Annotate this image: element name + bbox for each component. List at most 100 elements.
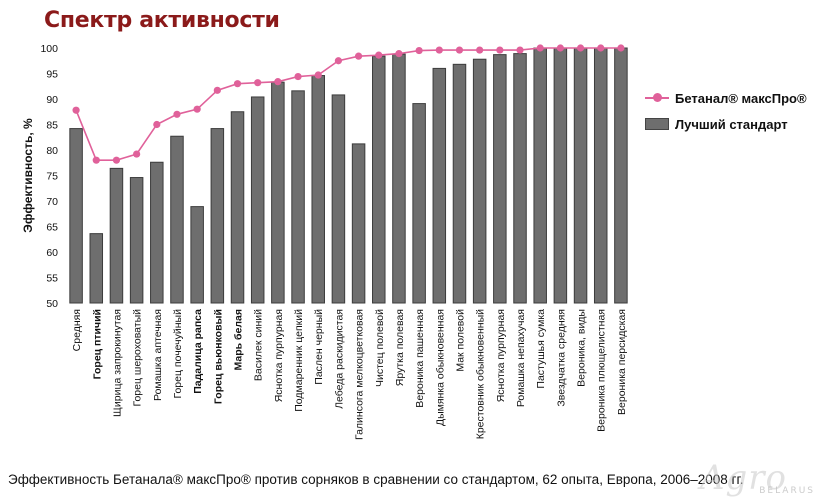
x-tick-label: Средняя [71, 309, 83, 351]
x-tick-label: Галинсога мелкоцветковая [354, 309, 366, 440]
line-point [597, 44, 605, 52]
x-tick-label: Вероника пашенная [414, 309, 426, 408]
bar [412, 103, 426, 304]
legend-label-line: Бетанал® максПро® [675, 90, 807, 106]
x-tick-label: Ромашка непахучая [515, 309, 527, 407]
line-point [516, 46, 524, 54]
x-tick-label: Подмаренник цепкий [293, 309, 305, 412]
line-point [153, 120, 161, 129]
x-tick-label: Яснотка пурпурная [273, 309, 285, 402]
x-axis-labels: Средняя Горец птичий Щирица запрокинутая Го… [71, 309, 628, 440]
line-point [455, 46, 464, 54]
watermark-logo: Agro [699, 458, 787, 498]
line-point [314, 71, 322, 79]
y-tick-label: 100 [40, 43, 58, 55]
bar [392, 53, 406, 304]
legend-item-bar: Лучший стандарт [645, 111, 807, 137]
legend-bar-swatch [645, 118, 669, 130]
line-point [193, 105, 201, 113]
bar [69, 128, 83, 304]
watermark-subtext: BELARUS [759, 486, 815, 496]
bar [250, 96, 265, 304]
bar [593, 47, 608, 304]
bar [351, 143, 366, 304]
bar [372, 55, 386, 304]
bar [291, 90, 305, 304]
line-point [213, 86, 221, 94]
x-tick-label: Крестовник обыкновенный [475, 309, 487, 439]
bar [271, 81, 285, 304]
bar [150, 161, 164, 304]
bar [170, 135, 184, 304]
x-tick-label: Василек синий [253, 309, 265, 381]
bar [472, 58, 487, 304]
x-tick-label: Ромашка аптечная [152, 309, 164, 401]
bar [533, 47, 547, 304]
bar [230, 111, 245, 304]
line-point [617, 44, 625, 52]
x-tick-label: Паслен черный [313, 309, 325, 385]
y-axis: 50 55 60 65 70 75 80 85 90 95 100 [40, 43, 58, 310]
bar [493, 54, 507, 304]
y-tick-label: 90 [46, 94, 58, 106]
y-tick-label: 50 [46, 298, 58, 310]
x-tick-label: Горец вьюнковый [212, 309, 224, 404]
line-point [556, 44, 564, 52]
x-tick-label: Щирица запрокинутая [111, 309, 123, 417]
bar [553, 47, 568, 304]
line-point [112, 156, 121, 164]
line-point [536, 44, 544, 52]
bar [452, 63, 467, 304]
bar [432, 67, 447, 304]
x-tick-label: Мак полевой [454, 309, 466, 372]
bar [129, 177, 144, 304]
y-tick-label: 60 [46, 247, 58, 259]
line-point [294, 72, 302, 81]
x-tick-label: Лебеда раскидистая [333, 309, 345, 409]
bar [331, 94, 346, 304]
x-tick-label: Горец шероховатый [132, 309, 144, 407]
line-point [415, 46, 423, 55]
y-tick-label: 85 [46, 120, 58, 132]
x-tick-label: Марь белая [233, 309, 245, 370]
x-tick-label: Вероника персидская [616, 309, 628, 415]
x-tick-label: Ярутка полевая [394, 309, 406, 386]
x-tick-label: Яснотка пурпурная [495, 309, 507, 402]
line-point [395, 50, 403, 58]
line-point [476, 46, 484, 54]
line-point [133, 150, 141, 158]
line-path [75, 47, 621, 161]
legend-item-line: Бетанал® максПро® [645, 85, 807, 111]
chart-area: 50 55 60 65 70 75 80 85 90 95 100 Средняя Горец пти… [21, 43, 628, 440]
x-tick-label: Чистец полевой [374, 309, 386, 387]
y-tick-label: 75 [46, 171, 58, 183]
bar [614, 47, 628, 304]
bar [513, 53, 527, 304]
line-point [576, 44, 585, 52]
line-point [92, 156, 100, 164]
bar [109, 167, 124, 304]
x-tick-label: Пастушья сумка [535, 309, 547, 389]
x-tick-label: Горец птичий [91, 309, 103, 379]
x-tick-label: Звездчатка средняя [555, 309, 567, 407]
y-tick-label: 95 [46, 69, 58, 81]
y-tick-label: 55 [46, 273, 58, 285]
legend-label-bar: Лучший стандарт [675, 116, 788, 132]
line-point [496, 46, 504, 54]
line-point [233, 80, 242, 88]
bar [89, 233, 104, 304]
bar [573, 47, 588, 304]
x-tick-label: Вероника, виды [576, 309, 588, 387]
x-tick-label: Дымянка обыкновенная [434, 309, 446, 426]
line-point [173, 110, 181, 118]
line-point [375, 51, 383, 59]
bar [190, 206, 204, 304]
line-point [274, 78, 282, 86]
x-tick-label: Горец почечуйный [172, 309, 184, 399]
y-tick-label: 65 [46, 222, 58, 234]
bar [210, 128, 225, 304]
line-point [354, 52, 363, 60]
bar-series [69, 47, 628, 304]
bar [311, 75, 325, 304]
line-series [72, 44, 625, 164]
